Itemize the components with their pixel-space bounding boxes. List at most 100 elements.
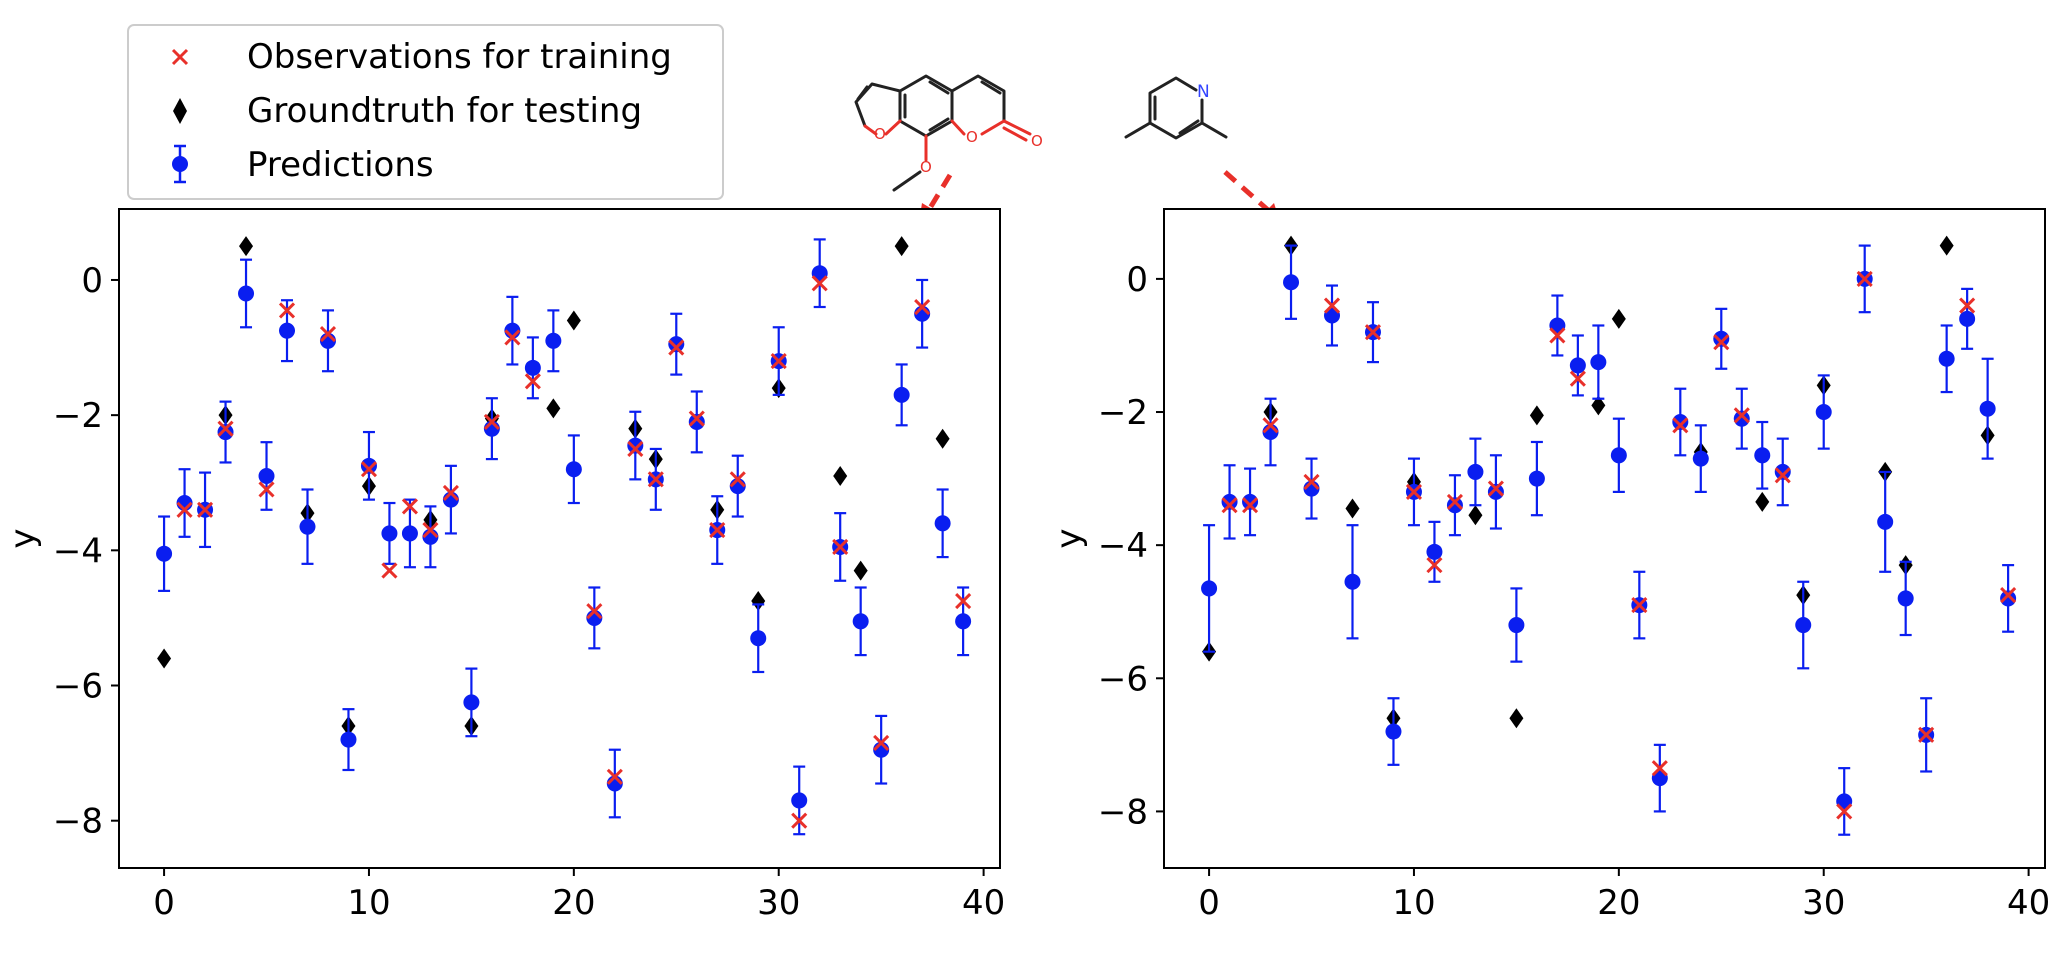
y-tick-label: −4 (1098, 526, 1148, 566)
prediction-dot (1897, 590, 1914, 607)
cross-line-b (1221, 497, 1238, 514)
prediction-dot (1283, 274, 1300, 291)
observation-point (1959, 297, 1976, 314)
prediction-point (463, 667, 480, 738)
cross-line-b (647, 471, 664, 488)
prediction-point (1569, 334, 1586, 397)
prediction-dot (299, 518, 316, 535)
prediction-dot (238, 285, 255, 302)
prediction-dot (340, 731, 357, 748)
prediction-point (1446, 474, 1463, 537)
cross-line-b (1774, 467, 1791, 484)
cross-line-b (442, 484, 459, 501)
observation-point (1672, 417, 1689, 434)
cross-line-b (873, 734, 890, 752)
observation-point (647, 471, 664, 488)
atom-label-o4: O (920, 158, 932, 176)
plot-area (118, 208, 1001, 869)
groundtruth-point (935, 428, 950, 449)
observation-point (1303, 473, 1320, 490)
cross-line-b (1487, 480, 1504, 497)
atom-label-o1: O (874, 125, 886, 143)
cross-line-b (1549, 327, 1566, 344)
prediction-dot (1446, 497, 1463, 514)
observation-point (483, 413, 500, 430)
cross-line-b (1426, 557, 1443, 574)
observation-point (770, 353, 787, 370)
atom-label-n: N (1197, 82, 1210, 102)
observation-point (791, 812, 808, 829)
prediction-point (1426, 520, 1443, 583)
groundtruth-point (853, 560, 868, 581)
prediction-point (1877, 470, 1894, 573)
x-tick-label: 20 (1597, 883, 1640, 923)
observation-point (401, 498, 418, 515)
x-tick-label: 30 (757, 883, 800, 923)
x-tick-label: 10 (1392, 883, 1435, 923)
prediction-point (1590, 324, 1607, 400)
observation-point (1856, 270, 1873, 287)
observation-point (1918, 726, 1935, 743)
cross-line-b (811, 275, 828, 292)
prediction-dot (688, 413, 705, 430)
prediction-point (1692, 424, 1709, 494)
prediction-point (2000, 564, 2017, 633)
cross-line-b (1918, 726, 1935, 743)
observation-point (688, 410, 705, 427)
cross-line-b (258, 481, 275, 498)
prediction-dot (381, 525, 398, 542)
y-axis-label: y (1049, 528, 1089, 548)
cross-line-b (524, 373, 541, 390)
prediction-point (238, 258, 255, 329)
x-tick-label: 40 (2007, 883, 2050, 923)
y-tick-label: −6 (1098, 659, 1148, 699)
y-tick-label: −8 (1098, 792, 1148, 832)
y-tick-label: 0 (1126, 260, 1148, 300)
prediction-point (955, 586, 972, 657)
cross-line-b (1836, 803, 1853, 820)
y-tick-label: −6 (53, 667, 103, 707)
prediction-dot (811, 265, 828, 282)
cross-line-b (1446, 493, 1463, 510)
observation-point (1631, 597, 1648, 614)
observation-point (381, 562, 398, 579)
prediction-dot (668, 336, 685, 353)
observation-point (524, 373, 541, 390)
prediction-point (156, 515, 173, 592)
observation-point (1323, 297, 1341, 314)
legend-label-groundtruth: Groundtruth for testing (247, 91, 642, 131)
prediction-point (852, 586, 869, 657)
observation-point (360, 461, 378, 478)
observation-point (1774, 467, 1791, 484)
groundtruth-point (546, 398, 561, 419)
prediction-point (1242, 467, 1259, 537)
cross-line-b (770, 353, 787, 370)
prediction-point (401, 498, 418, 569)
prediction-point (688, 390, 705, 454)
methoxy-furocoumarin-structure: O O O O (854, 74, 1043, 192)
cross-line-b (217, 420, 234, 437)
prediction-dot (1221, 493, 1238, 510)
observation-point (1733, 407, 1750, 424)
prediction-point (893, 363, 910, 427)
prediction-point (1815, 374, 1832, 450)
observation-point (1487, 480, 1504, 497)
cross-line-b (955, 592, 972, 610)
x-tick-label: 10 (347, 883, 390, 923)
prediction-point (217, 400, 234, 464)
observation-point (668, 339, 685, 356)
observation-point (627, 440, 644, 458)
observation-point (422, 521, 439, 539)
prediction-dot (1344, 573, 1361, 590)
prediction-point (1713, 307, 1730, 370)
cross-line-b (1713, 334, 1730, 351)
observation-point (2000, 587, 2017, 604)
prediction-dot (258, 467, 275, 484)
cross-line-b (1856, 270, 1873, 287)
prediction-dot (1426, 543, 1443, 560)
cross-line-b (1323, 297, 1341, 314)
dimethylpyridine-structure: N (1124, 76, 1228, 140)
prediction-dot (1754, 447, 1771, 464)
prediction-dot (524, 359, 541, 376)
legend: Observations for training Groundtruth fo… (127, 24, 724, 200)
